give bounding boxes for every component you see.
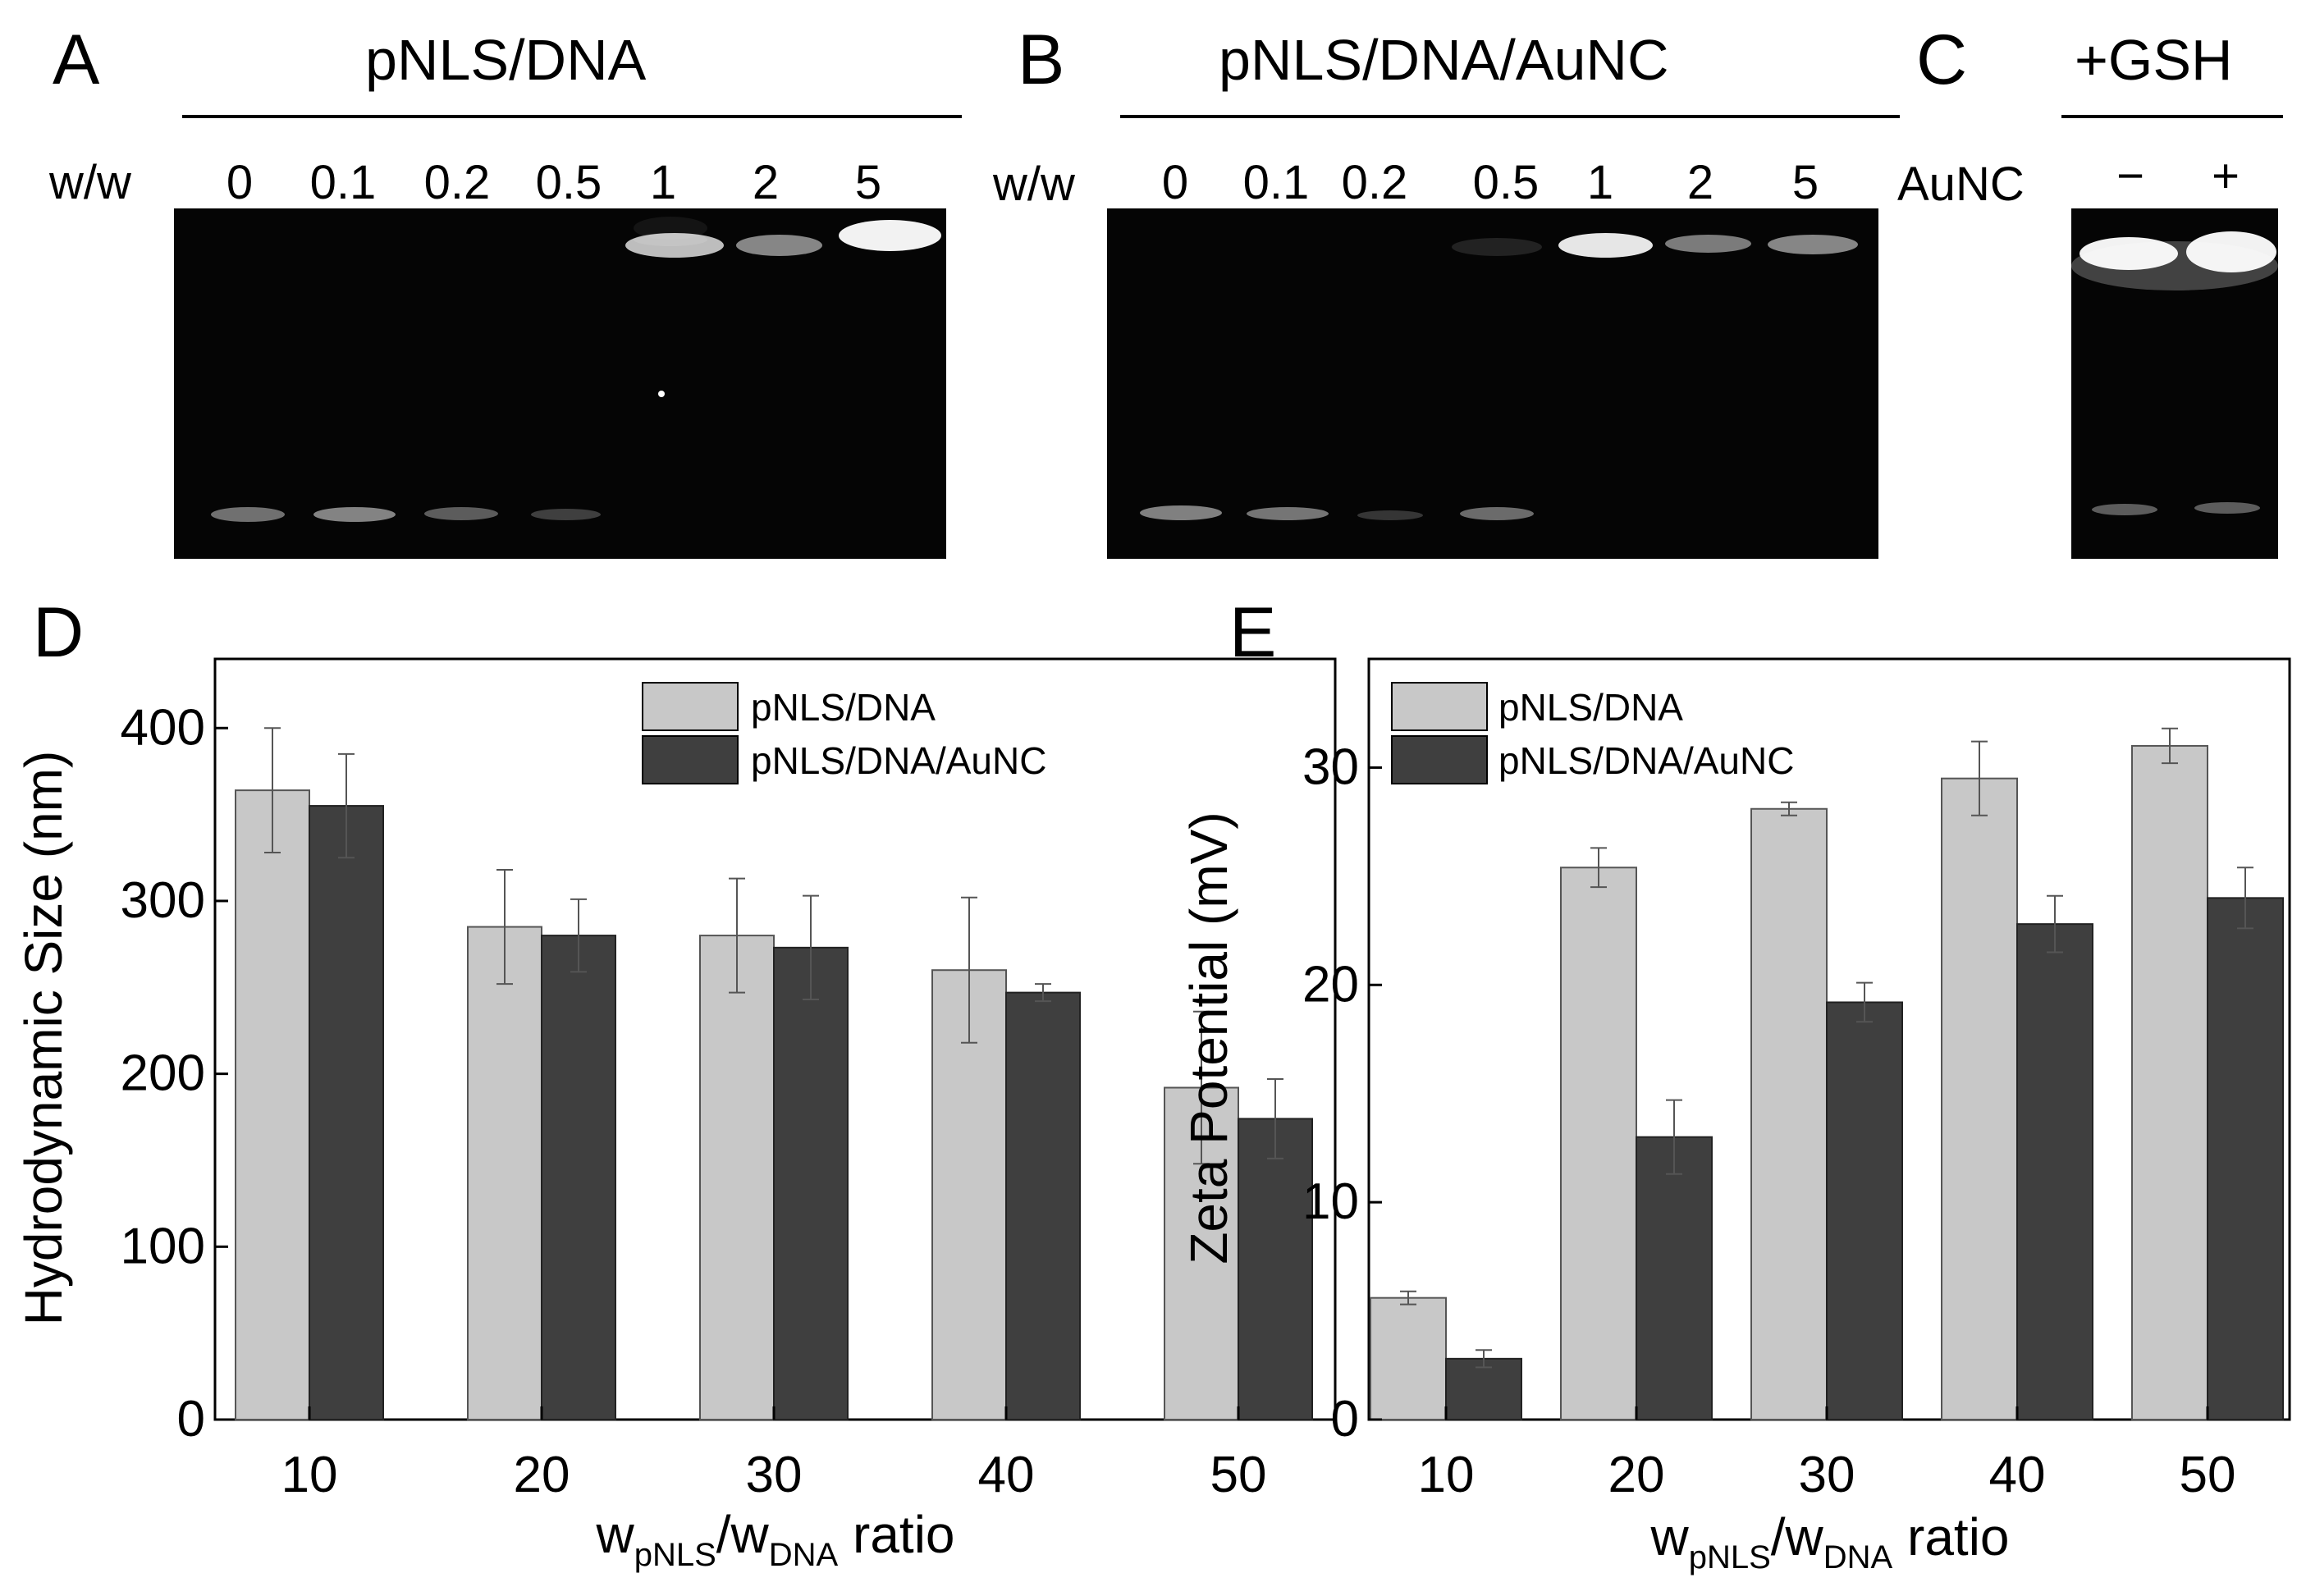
- gel-c-lane-label: +: [2212, 149, 2240, 203]
- bar: [2131, 744, 2208, 1420]
- gel-b-lane-label: 0: [1161, 156, 1189, 209]
- y-tick-label: 10: [1302, 1173, 1359, 1230]
- legend-swatch-e-series-1: [1391, 682, 1488, 731]
- x-tick-label: 20: [1608, 1447, 1665, 1503]
- y-tick-label: 20: [1302, 956, 1359, 1013]
- legend-swatch-d-series-2: [642, 735, 739, 784]
- panel-label-e: E: [1229, 593, 1276, 672]
- gel-a-lane-label: 1: [649, 156, 677, 209]
- gel-c-title: +GSH: [2075, 28, 2233, 92]
- bar: [1445, 1357, 1522, 1420]
- bar: [1826, 1001, 1903, 1420]
- gel-b-lane-label: 2: [1686, 156, 1714, 209]
- gel-a-row-label: w/w: [49, 156, 131, 209]
- bar: [235, 789, 310, 1420]
- bar: [1560, 867, 1637, 1420]
- panel-label-b: B: [1018, 21, 1065, 99]
- gel-a-lane-label: 0: [226, 156, 254, 209]
- gel-b-lane-label: 0.5: [1472, 156, 1540, 209]
- gel-a-lane-label: 0.1: [309, 156, 377, 209]
- legend-e: pNLS/DNA pNLS/DNA/AuNC: [1391, 682, 1794, 784]
- legend-label-d-series-1: pNLS/DNA: [751, 686, 936, 729]
- bar: [699, 935, 775, 1421]
- bar: [1370, 1296, 1447, 1421]
- x-tick-label: 30: [1799, 1447, 1855, 1503]
- gel-b-title: pNLS/DNA/AuNC: [1219, 28, 1669, 92]
- y-tick-label: 0: [1331, 1391, 1359, 1447]
- gel-c-lane-label: −: [2116, 149, 2144, 203]
- x-axis-label-d: wpNLS/wDNA ratio: [595, 1505, 954, 1573]
- bar: [1636, 1136, 1713, 1420]
- bar: [773, 946, 849, 1420]
- gel-b-lane-label: 1: [1586, 156, 1614, 209]
- x-tick-label: 10: [1418, 1447, 1475, 1503]
- gel-a-lane-label: 0.2: [423, 156, 491, 209]
- gel-a-lane-label: 2: [752, 156, 780, 209]
- x-tick-label: 40: [1989, 1447, 2046, 1503]
- y-tick-label: 300: [121, 872, 205, 929]
- x-tick-label: 40: [978, 1447, 1035, 1503]
- gel-a-title: pNLS/DNA: [365, 28, 647, 92]
- gel-b-lane-label: 0.1: [1242, 156, 1310, 209]
- gel-c-image: [2071, 208, 2278, 559]
- bar: [309, 805, 384, 1420]
- gel-b-lane-label: 5: [1791, 156, 1819, 209]
- bar: [467, 926, 542, 1420]
- gel-a-lane-label: 0.5: [535, 156, 602, 209]
- x-tick-label: 50: [1210, 1447, 1267, 1503]
- legend-swatch-d-series-1: [642, 682, 739, 731]
- chart-d: D 0 100 200 300 400 10 20 30 40 50 Hydrodynamic S…: [14, 593, 1337, 1573]
- y-tick-label: 100: [121, 1218, 205, 1274]
- panel-label-d: D: [33, 593, 84, 672]
- x-tick-label: 10: [281, 1447, 338, 1503]
- x-axis-label-e: wpNLS/wDNA ratio: [1649, 1507, 2009, 1575]
- bar: [2016, 923, 2093, 1420]
- legend-d: pNLS/DNA pNLS/DNA/AuNC: [642, 682, 1046, 784]
- gel-b-row-label: w/w: [993, 158, 1075, 211]
- gel-a-title-rule: [182, 115, 962, 118]
- y-tick-label: 200: [121, 1045, 205, 1102]
- x-tick-label: 30: [746, 1447, 803, 1503]
- bar: [1941, 777, 2018, 1420]
- panel-label-a: A: [53, 21, 100, 99]
- bar: [1238, 1118, 1313, 1421]
- legend-label-e-series-2: pNLS/DNA/AuNC: [1498, 739, 1794, 782]
- gel-a-image: [174, 208, 946, 559]
- y-axis-label-d: Hydrodynamic Size (nm): [14, 751, 73, 1326]
- x-tick-label: 20: [514, 1447, 570, 1503]
- x-tick-label: 50: [2180, 1447, 2236, 1503]
- gel-c-row-label: AuNC: [1897, 158, 2025, 211]
- y-tick-label: 400: [121, 699, 205, 756]
- bar: [931, 969, 1007, 1420]
- gel-b-lane-label: 0.2: [1341, 156, 1408, 209]
- gel-b-title-rule: [1120, 115, 1900, 118]
- gel-b-image: [1107, 208, 1878, 559]
- bar: [2207, 897, 2284, 1421]
- legend-label-d-series-2: pNLS/DNA/AuNC: [751, 739, 1046, 782]
- y-tick-label: 30: [1302, 739, 1359, 795]
- panel-label-c: C: [1916, 21, 1968, 99]
- legend-swatch-e-series-2: [1391, 735, 1488, 784]
- y-tick-label: 0: [177, 1391, 205, 1447]
- bar: [541, 935, 616, 1421]
- bar: [1005, 991, 1081, 1421]
- gel-c-title-rule: [2061, 115, 2283, 118]
- legend-label-e-series-1: pNLS/DNA: [1498, 686, 1683, 729]
- y-axis-label-e: Zeta Potential (mV): [1179, 812, 1238, 1264]
- bar: [1750, 807, 1828, 1420]
- gel-a-lane-label: 5: [854, 156, 882, 209]
